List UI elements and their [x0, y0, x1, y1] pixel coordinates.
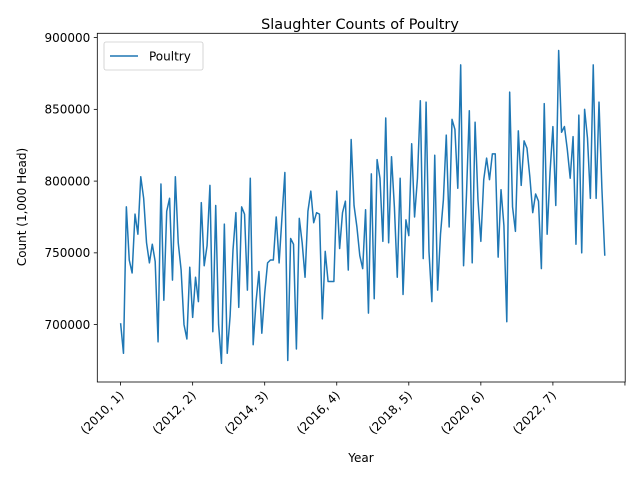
legend-box — [103, 41, 204, 71]
plot-frame — [96, 32, 626, 383]
chart-title: Slaughter Counts of Poultry — [261, 17, 459, 33]
y-tick-label: 750000 — [44, 246, 90, 260]
y-tick-label: 800000 — [44, 174, 90, 188]
legend: Poultry — [103, 41, 204, 71]
y-tick-label: 700000 — [44, 318, 90, 332]
y-axis-ticks: 700000 750000 800000 850000 900000 — [44, 31, 98, 332]
series-layer — [119, 49, 606, 365]
x-axis-title: Year — [347, 451, 373, 465]
series-line-poultry — [119, 49, 606, 365]
y-tick-label: 900000 — [44, 31, 90, 45]
y-tick-label: 850000 — [44, 103, 90, 117]
y-axis-title: Count (1,000 Head) — [15, 148, 29, 266]
legend-label-poultry: Poultry — [149, 50, 191, 64]
